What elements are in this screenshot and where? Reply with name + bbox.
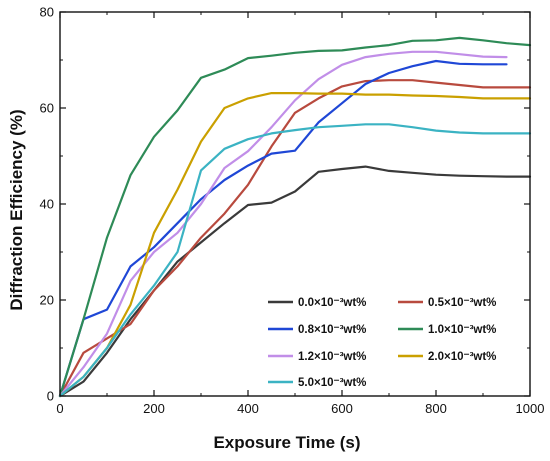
series-line-1	[58, 79, 532, 398]
plot-area	[58, 36, 532, 398]
y-tick-label: 40	[40, 197, 54, 212]
x-tick-label: 600	[331, 401, 353, 416]
x-axis-title: Exposure Time (s)	[213, 433, 360, 452]
y-tick-label: 60	[40, 101, 54, 116]
y-tick-label: 0	[47, 389, 54, 404]
plot-frame	[59, 11, 531, 397]
legend-label-0: 0.0×10⁻³wt%	[298, 297, 366, 309]
series-line-4	[58, 50, 508, 398]
x-tick-label: 0	[56, 401, 63, 416]
x-tick-label: 200	[143, 401, 165, 416]
series-line-2	[58, 59, 508, 398]
legend-label-2: 0.8×10⁻³wt%	[298, 324, 366, 336]
series-line-6	[58, 123, 532, 398]
series-line-5	[58, 91, 532, 398]
x-tick-label: 400	[237, 401, 259, 416]
x-tick-label: 800	[425, 401, 447, 416]
legend-label-1: 0.5×10⁻³wt%	[428, 297, 496, 309]
series-line-3	[58, 36, 532, 398]
legend-label-6: 5.0×10⁻³wt%	[298, 377, 366, 389]
legend-label-5: 2.0×10⁻³wt%	[428, 351, 496, 363]
legend-label-4: 1.2×10⁻³wt%	[298, 351, 366, 363]
legend: 0.0×10⁻³wt% 0.5×10⁻³wt% 0.8×10⁻³wt% 1.0×10⁻…	[268, 297, 496, 389]
x-tick-label: 1000	[516, 401, 545, 416]
y-tick-label: 80	[40, 5, 54, 20]
y-axis-title: Diffraction Efficiency (%)	[7, 109, 26, 310]
y-tick-label: 20	[40, 293, 54, 308]
series-line-0	[58, 165, 532, 398]
axes: 0 200 400 600 800 1000 0 20 40 60 80	[40, 5, 545, 417]
legend-label-3: 1.0×10⁻³wt%	[428, 324, 496, 336]
